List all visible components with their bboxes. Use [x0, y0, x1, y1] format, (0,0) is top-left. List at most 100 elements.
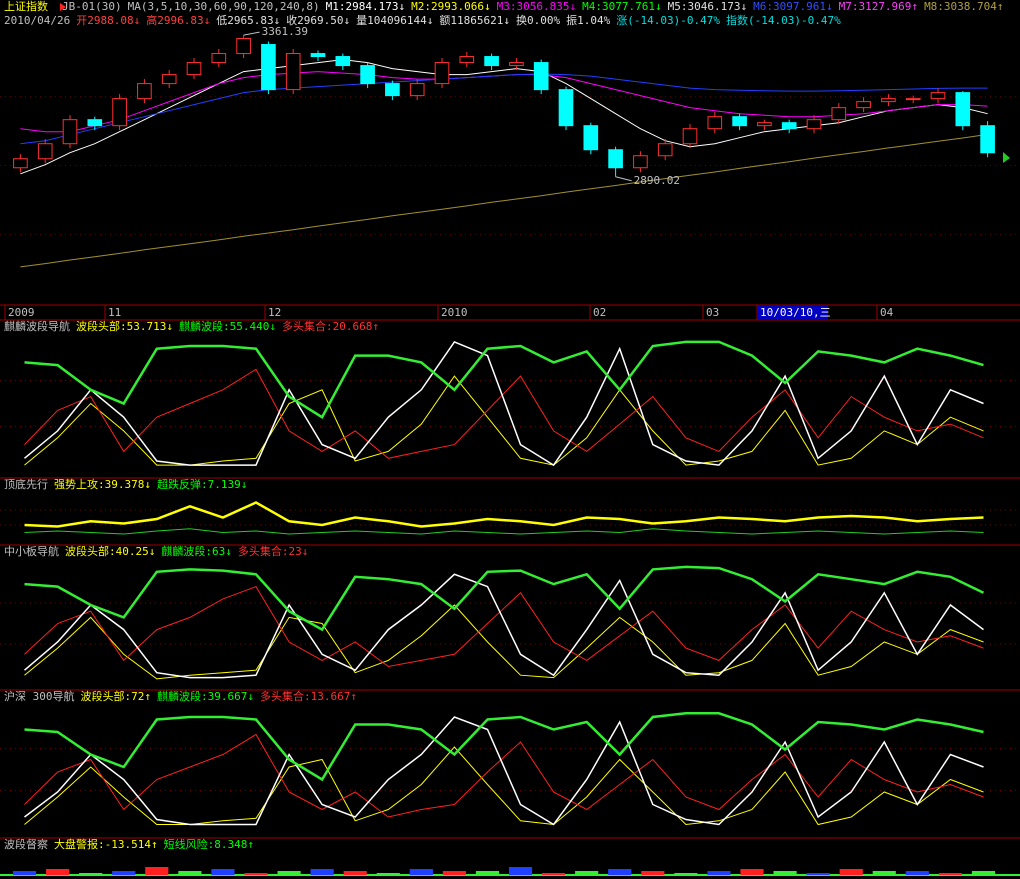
indicator-bar	[376, 873, 400, 875]
indicator-bar	[905, 871, 929, 875]
indicator-line	[24, 565, 985, 632]
indicator-bar	[12, 871, 37, 875]
indicator-line	[24, 368, 984, 459]
label-item: 多头集合:20.668↑	[282, 319, 379, 333]
indicator-bar	[310, 869, 334, 875]
indicator-bar	[442, 871, 466, 875]
label-item: 麒麟波段:39.667↓	[157, 689, 254, 703]
candle-body	[484, 56, 499, 67]
indicator-bar	[343, 871, 367, 875]
label-item: 沪深 300导航	[4, 689, 75, 703]
date-label: 03	[706, 306, 719, 319]
candle-body	[434, 62, 450, 85]
candle-body	[881, 98, 896, 103]
label-item: 波段头部:72↑	[81, 689, 152, 703]
candle-body	[831, 107, 847, 121]
candle-body	[186, 62, 202, 76]
label-item: 强势上攻:39.378↓	[54, 477, 151, 491]
label-item: 多头集合:23↓	[238, 544, 309, 558]
candle-body	[360, 65, 375, 85]
candle-body	[385, 83, 400, 97]
candle-body	[633, 155, 648, 169]
candle-body	[211, 53, 227, 64]
label-item: 开2988.08↓	[76, 14, 140, 27]
candle-body	[161, 74, 177, 85]
indicator-bar	[178, 871, 202, 875]
indicator-bar	[641, 871, 665, 875]
label-item: 额11865621↓	[439, 14, 510, 27]
indicator-bar	[277, 871, 301, 875]
label-item: 指数(-14.03)-0.47%	[726, 13, 841, 27]
indicator-bar	[542, 873, 566, 875]
candle-body	[261, 44, 276, 91]
indicator-bar	[79, 873, 103, 875]
indicator-bar	[707, 871, 731, 875]
indicator-bar	[46, 869, 70, 875]
indicator-line	[24, 528, 984, 535]
candle-body	[459, 56, 475, 64]
label-item: 高2996.83↓	[146, 13, 210, 27]
candle-body	[310, 53, 326, 58]
label-row: 上证指数 JB-01(30) MA(3,5,10,30,60,90,120,240,…	[4, 0, 1004, 13]
label-item: M7:3127.969↑	[839, 0, 918, 13]
indicator-bar	[938, 873, 962, 875]
label-row: 沪深 300导航 波段头部:72↑ 麒麟波段:39.667↓ 多头集合:13.667↑	[4, 689, 357, 703]
annotation: 2890.02	[634, 174, 680, 187]
label-row: 顶底先行 强势上攻:39.378↓ 超跌反弹:7.139↓	[4, 477, 247, 491]
candle-body	[930, 92, 946, 100]
candle-body	[137, 83, 152, 100]
label-item: 大盘警报:-13.514↑	[54, 837, 158, 851]
candle-body	[682, 128, 698, 145]
indicator-line	[24, 585, 984, 668]
label-item: 麒麟波段:63↓	[161, 544, 232, 558]
indicator-line	[24, 501, 984, 528]
indicator-bar	[971, 871, 996, 875]
indicator-bar	[112, 871, 136, 875]
label-item: M3:3056.835↓	[497, 0, 576, 13]
indicator-bar	[244, 873, 268, 875]
indicator-bar	[740, 869, 764, 875]
annotation-leader	[243, 31, 260, 36]
date-label: 04	[880, 306, 894, 319]
label-row: 2010/04/26 开2988.08↓ 高2996.83↓ 低2965.83↓ 收29…	[4, 13, 841, 27]
candle-body	[236, 38, 251, 55]
indicator-line	[24, 573, 984, 679]
label-row: 麒麟波段导航 波段头部:53.713↓ 麒麟波段:55.440↓ 多头集合:20.66…	[4, 319, 379, 333]
label-item: M6:3097.961↓	[753, 0, 832, 13]
indicator-line	[24, 340, 984, 419]
indicator-bar	[773, 871, 797, 875]
candle-body	[707, 116, 723, 130]
candle-body	[13, 158, 28, 169]
indicator-bar	[211, 869, 235, 875]
candle-body	[112, 98, 127, 127]
label-item: 中小板导航	[4, 544, 59, 558]
label-item: 超跌反弹:7.139↓	[157, 477, 247, 491]
ma-line	[20, 59, 988, 175]
label-item: 顶底先行	[4, 477, 48, 491]
label-item: 换0.00%	[516, 13, 560, 27]
label-item: 麒麟波段导航	[4, 319, 70, 333]
date-label: 02	[593, 306, 606, 319]
indicator-bar	[145, 867, 169, 875]
indicator-bar	[409, 869, 433, 875]
candle-body	[509, 62, 524, 67]
candle-body	[608, 149, 623, 169]
indicator-bar	[674, 873, 698, 875]
indicator-bar	[508, 867, 533, 875]
label-row: 波段督察 大盘警报:-13.514↑ 短线风险:8.348↑	[4, 837, 254, 851]
label-item: 涨(-14.03)-0.47%	[616, 14, 720, 27]
candle-body	[409, 83, 425, 97]
label-item: 收2969.50↓	[286, 13, 350, 27]
label-item: JB-01(30)	[62, 0, 122, 13]
indicator-line	[24, 712, 984, 782]
indicator-line	[24, 604, 984, 680]
candle-body	[955, 92, 971, 127]
label-item: M4:3077.761↓	[582, 0, 661, 13]
candle-body	[335, 56, 351, 67]
indicator-bar	[575, 871, 599, 875]
annotation-leader	[615, 176, 632, 182]
candle-body	[757, 122, 772, 127]
candle-body	[856, 101, 871, 109]
